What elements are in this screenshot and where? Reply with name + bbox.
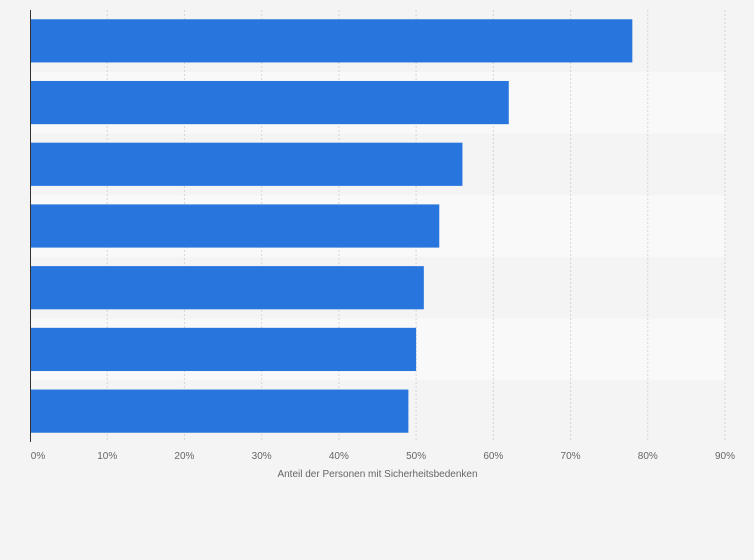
bar[interactable] <box>30 142 463 186</box>
x-tick-label: 80% <box>638 451 658 462</box>
x-tick-label: 90% <box>715 451 735 462</box>
bar[interactable] <box>30 204 440 248</box>
bar[interactable] <box>30 327 417 372</box>
bar[interactable] <box>30 19 633 63</box>
x-tick-label: 70% <box>561 451 581 462</box>
x-tick-label: 40% <box>329 451 349 462</box>
bar[interactable] <box>30 266 424 310</box>
x-tick-label: 60% <box>483 451 503 462</box>
x-axis-title: Anteil der Personen mit Sicherheitsbeden… <box>277 469 477 480</box>
x-tick-label: 20% <box>174 451 194 462</box>
bar[interactable] <box>30 80 509 125</box>
x-tick-label: 10% <box>97 451 117 462</box>
x-axis-ticks: 0% 10% 20% 30% 40% 50% 60% 70% 80% 90% <box>31 451 735 462</box>
bar-series <box>30 19 633 433</box>
x-tick-label: 50% <box>406 451 426 462</box>
bar[interactable] <box>30 389 409 433</box>
x-tick-label: 0% <box>31 451 46 462</box>
x-tick-label: 30% <box>252 451 272 462</box>
